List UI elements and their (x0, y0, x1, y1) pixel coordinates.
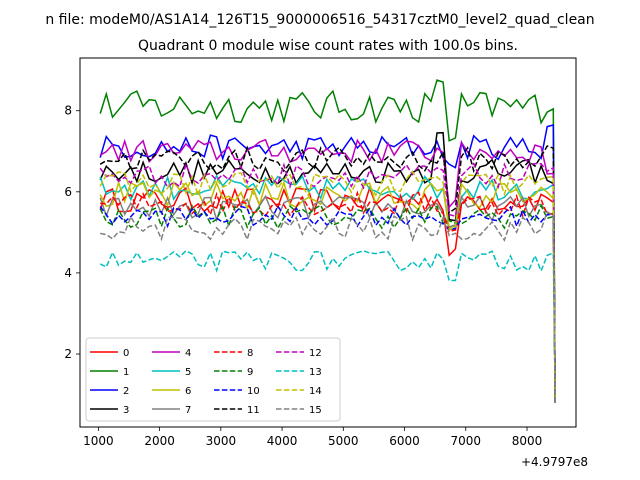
series-line-14 (99, 170, 556, 403)
x-tick-label: 8000 (512, 434, 543, 448)
legend-label-6: 6 (185, 386, 191, 397)
series-line-2 (99, 124, 556, 403)
series-line-12 (99, 161, 556, 403)
legend-label-9: 9 (247, 367, 253, 378)
series-line-4 (99, 138, 556, 403)
legend-label-4: 4 (185, 348, 191, 359)
y-tick-label: 6 (64, 185, 72, 199)
legend-label-0: 0 (123, 348, 129, 359)
plot-area (99, 79, 556, 403)
series-line-6 (99, 179, 556, 403)
y-axis: 2 4 6 8 (64, 104, 80, 361)
x-offset-label: +4.9797e8 (521, 455, 588, 469)
series-line-0 (99, 185, 556, 403)
series-line-5 (99, 174, 556, 403)
x-tick-label: 2000 (144, 434, 175, 448)
y-tick-label: 8 (64, 104, 72, 118)
legend-label-1: 1 (123, 367, 129, 378)
legend-label-5: 5 (185, 367, 191, 378)
x-tick-label: 6000 (389, 434, 420, 448)
legend-label-7: 7 (185, 405, 191, 416)
x-tick-label: 5000 (328, 434, 359, 448)
x-tick-label: 3000 (206, 434, 237, 448)
legend-label-3: 3 (123, 405, 129, 416)
y-tick-label: 4 (64, 266, 72, 280)
legend-label-11: 11 (247, 405, 260, 416)
legend-label-10: 10 (247, 386, 260, 397)
legend-label-12: 12 (309, 348, 322, 359)
series-line-10 (99, 204, 556, 403)
series-line-13 (99, 249, 556, 403)
legend-box (85, 337, 341, 422)
series-line-15 (100, 210, 556, 403)
chart-title: Quadrant 0 module wise count rates with … (138, 38, 518, 54)
x-axis: 1000 2000 3000 4000 5000 6000 7000 8000 (83, 427, 542, 448)
figure-suptitle: n file: modeM0/AS1A14_126T15_9000006516_… (45, 12, 594, 28)
x-tick-label: 1000 (83, 434, 114, 448)
legend-label-15: 15 (309, 405, 322, 416)
legend-label-13: 13 (309, 367, 322, 378)
legend-label-2: 2 (123, 386, 129, 397)
series-line-11 (99, 145, 556, 403)
legend-label-14: 14 (309, 386, 322, 397)
x-tick-label: 7000 (451, 434, 482, 448)
x-tick-label: 4000 (267, 434, 298, 448)
y-tick-label: 2 (64, 347, 72, 361)
axes-frame (79, 57, 577, 428)
series-line-1 (99, 79, 556, 403)
legend-label-8: 8 (247, 348, 253, 359)
series-line-3 (99, 131, 556, 403)
